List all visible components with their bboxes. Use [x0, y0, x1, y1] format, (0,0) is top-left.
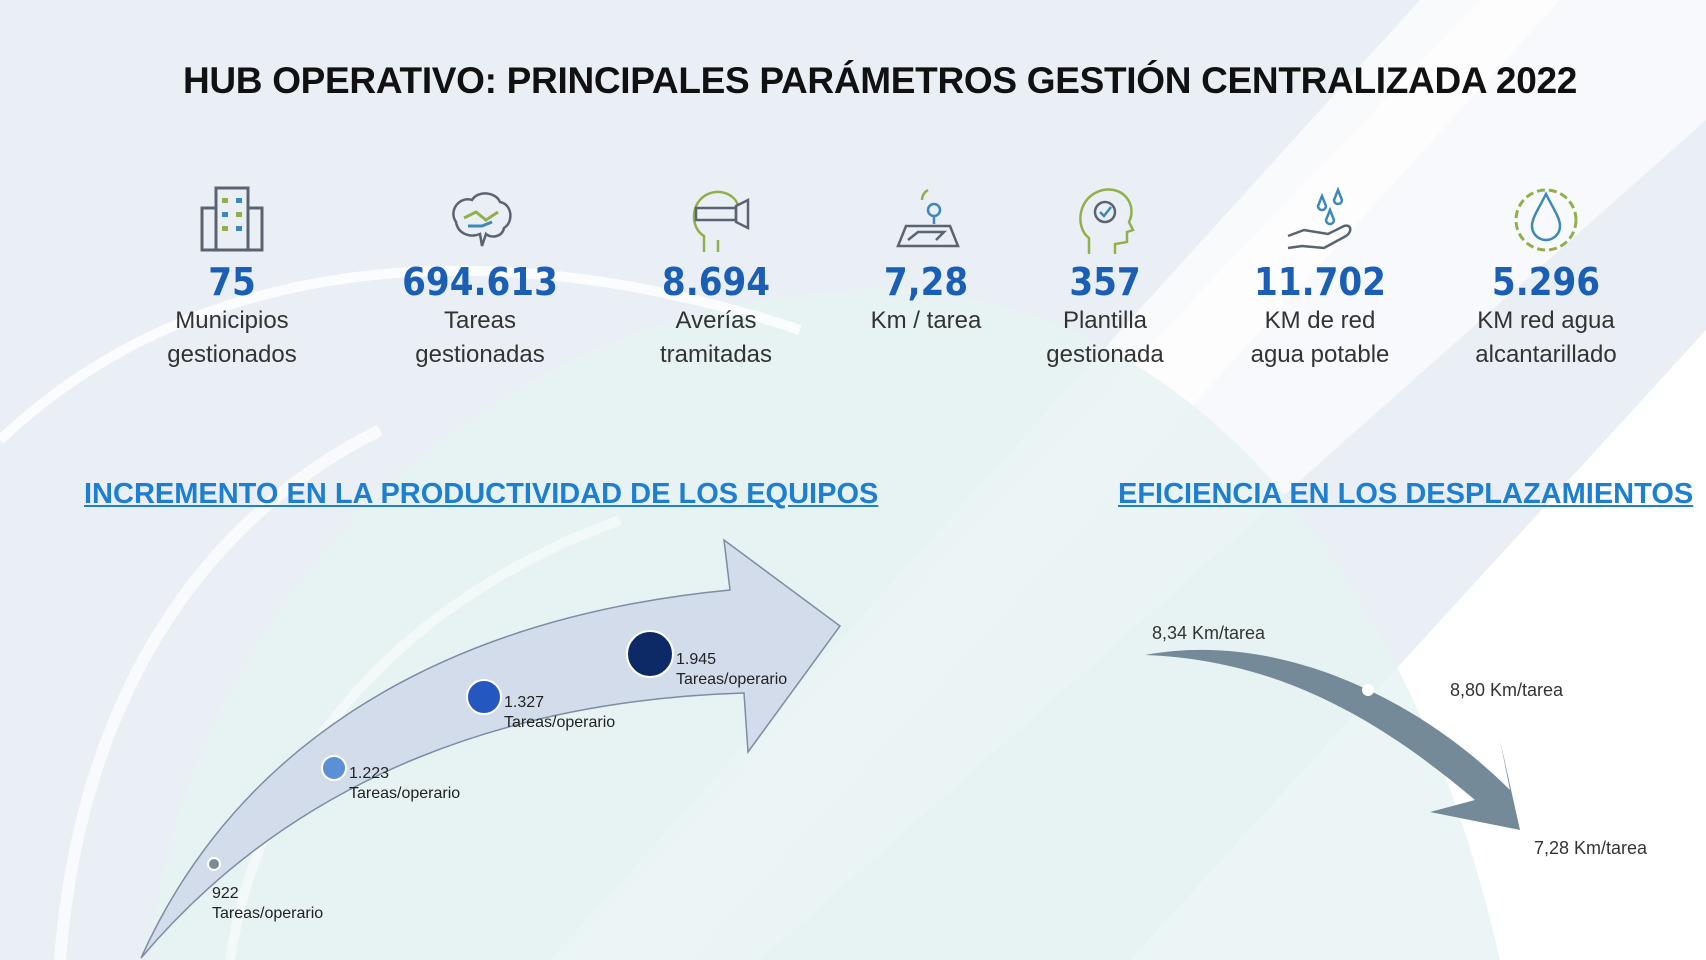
- map-pin-route-icon: [896, 188, 960, 248]
- point-value: 1.327: [504, 694, 545, 711]
- stat-label-line1: Tareas: [443, 307, 517, 334]
- stat-0: 75 Municipios gestionados: [132, 182, 332, 372]
- stat-value: 5.296: [1491, 260, 1601, 304]
- stat-4: 357 Plantilla gestionada: [1005, 182, 1205, 372]
- stat-label-line2: alcantarillado: [1475, 341, 1617, 368]
- stat-value: 357: [1069, 260, 1141, 304]
- stat-label-line1: KM de red: [1264, 307, 1376, 334]
- efficiency-arrow: [1145, 649, 1520, 830]
- eficiencia-heading[interactable]: EFICIENCIA EN LOS DESPLAZAMIENTOS: [1118, 478, 1694, 510]
- productividad-heading[interactable]: INCREMENTO EN LA PRODUCTIVIDAD DE LOS EQ…: [84, 478, 879, 510]
- stat-6: 5.296 KM red agua alcantarillado: [1446, 182, 1646, 372]
- eficiencia-start-label: 8,34 Km/tarea: [1152, 623, 1266, 643]
- stat-label-line2: agua potable: [1250, 341, 1390, 368]
- stat-1: 694.613 Tareas gestionadas: [380, 182, 580, 372]
- productividad-point-label: 1.223 Tareas/operario: [349, 764, 460, 804]
- brain-icon: [452, 192, 512, 247]
- stat-label-line1: Municipios: [175, 307, 289, 334]
- productividad-point-label: 1.945 Tareas/operario: [676, 650, 787, 690]
- point-value: 922: [212, 885, 239, 902]
- stat-label-line1: KM red agua: [1477, 307, 1615, 334]
- hand-water-icon: [1287, 186, 1352, 250]
- building-icon: [200, 186, 264, 252]
- stat-label-line2: gestionados: [167, 341, 297, 368]
- eficiencia-end-label: 7,28 Km/tarea: [1534, 838, 1648, 858]
- productividad-point: [626, 630, 674, 678]
- stat-3: 7,28 Km / tarea: [826, 182, 1026, 338]
- page-title: HUB OPERATIVO: PRINCIPALES PARÁMETROS GE…: [182, 60, 1578, 101]
- stat-label-line1: Plantilla: [1062, 307, 1148, 334]
- point-unit: Tareas/operario: [504, 714, 616, 731]
- point-unit: Tareas/operario: [349, 785, 461, 802]
- productividad-point-label: 922 Tareas/operario: [212, 884, 323, 924]
- stat-5: 11.702 KM de red agua potable: [1220, 182, 1420, 372]
- stat-value: 7,28: [883, 260, 969, 304]
- stat-label-line1: Averías: [675, 307, 757, 334]
- point-unit: Tareas/operario: [676, 671, 788, 688]
- stat-label-line1: Km / tarea: [870, 307, 982, 334]
- stat-label-line2: gestionada: [1046, 341, 1164, 368]
- stat-label-line2: tramitadas: [659, 341, 773, 368]
- vr-headset-icon: [692, 190, 750, 252]
- productividad-point: [321, 755, 347, 781]
- stat-2: 8.694 Averías tramitadas: [616, 182, 816, 372]
- head-check-icon: [1079, 188, 1135, 254]
- stat-label-line2: gestionadas: [415, 341, 545, 368]
- stat-value: 8.694: [661, 260, 771, 304]
- stat-value: 75: [208, 260, 256, 304]
- point-value: 1.945: [676, 651, 717, 668]
- point-unit: Tareas/operario: [212, 905, 324, 922]
- productividad-point: [207, 857, 221, 871]
- eficiencia-mid-label: 8,80 Km/tarea: [1450, 680, 1564, 700]
- point-value: 1.223: [349, 765, 390, 782]
- productividad-point-label: 1.327 Tareas/operario: [504, 693, 615, 733]
- water-drop-gear-icon: [1514, 188, 1578, 252]
- stat-value: 11.702: [1254, 260, 1386, 304]
- stat-value: 694.613: [402, 260, 558, 304]
- productividad-point: [466, 679, 502, 715]
- efficiency-mid-dot: [1362, 684, 1374, 696]
